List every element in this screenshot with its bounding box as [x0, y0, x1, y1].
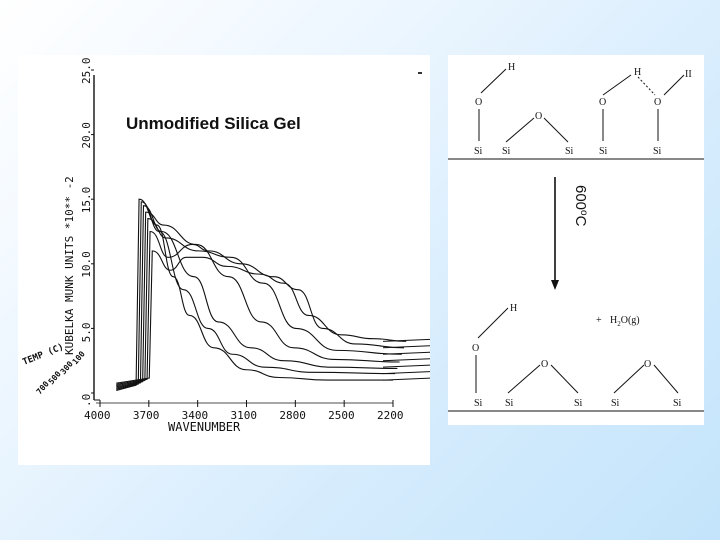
y-tick-label: .0: [80, 394, 93, 407]
curve-tail: [382, 377, 431, 381]
bottom-oxygen-1: O: [472, 343, 479, 354]
spectrum-curve-700: [116, 250, 407, 384]
bottom-si-3: Si: [574, 398, 583, 409]
y-tick-label: 25.0: [80, 58, 93, 85]
curve-tail: [382, 351, 431, 355]
x-tick-label: 3400: [182, 409, 209, 422]
x-tick-label: 2500: [328, 409, 355, 422]
x-axis-label: WAVENUMBER: [168, 420, 241, 434]
spectrum-curve-400: [116, 211, 400, 388]
top-si-1: Si: [474, 146, 483, 157]
spectrum-plot: Unmodified Silica Gel KUBELKA MUNK UNITS…: [21, 58, 431, 434]
top-hydrogen-3: II: [685, 69, 692, 80]
spectrum-curve-600: [116, 230, 405, 385]
curve-tail: [382, 364, 431, 368]
bottom-hydrogen: H: [510, 303, 517, 314]
curve-tail: [382, 358, 431, 362]
curve-tail: [382, 345, 431, 349]
plot-title: Unmodified Silica Gel: [126, 114, 301, 133]
y-tick-label: 20.0: [80, 122, 93, 149]
bottom-si-4: Si: [611, 398, 620, 409]
y-axis-label: KUBELKA MUNK UNITS *10** -2: [63, 176, 76, 355]
y-tick-label: 10.0: [80, 251, 93, 277]
spectrum-curve-300: [116, 205, 398, 389]
bottom-si-5: Si: [673, 398, 682, 409]
bottom-bonds: [448, 307, 704, 412]
spectrum-curve-500: [116, 218, 402, 387]
bottom-si-1: Si: [474, 398, 483, 409]
stray-mark: [418, 72, 422, 74]
reaction-scheme: H O Si Si O Si Si O H O II Si: [448, 55, 704, 425]
y-tick-labels: .0 5.0 10.0 15.0 20.0 25.0: [80, 58, 94, 407]
curve-tail: [382, 338, 431, 342]
x-tick-label: 3100: [231, 409, 258, 422]
top-si-4: Si: [599, 146, 608, 157]
scheme-diagram: H O Si Si O Si Si O H O II Si: [448, 62, 704, 412]
x-tick-labels: 4000 3700 3400 3100 2800 2500 2200: [84, 400, 404, 422]
top-oxygen-4: O: [654, 97, 661, 108]
spectrum-curves: [116, 198, 431, 391]
plus-sign: +: [596, 315, 602, 326]
top-hydrogen-1: H: [508, 62, 515, 73]
spectrum-curve-100: [116, 198, 393, 391]
top-oxygen-1: O: [475, 97, 482, 108]
bottom-oxygen-2: O: [541, 359, 548, 370]
y-tick-label: 15.0: [80, 187, 93, 214]
top-si-5: Si: [653, 146, 662, 157]
top-hydrogen-2: H: [634, 67, 641, 78]
bottom-oxygen-3: O: [644, 359, 651, 370]
x-tick-label: 4000: [84, 409, 111, 422]
top-oxygen-3: O: [599, 97, 606, 108]
reaction-condition: 600oC: [572, 185, 589, 227]
x-tick-label: 2200: [377, 409, 404, 422]
top-si-3: Si: [565, 146, 574, 157]
top-oxygen-2: O: [535, 111, 542, 122]
bottom-si-2: Si: [505, 398, 514, 409]
top-si-2: Si: [502, 146, 511, 157]
top-bonds: [448, 68, 704, 160]
temp-axis-label: TEMP (C): [21, 342, 65, 368]
spectrum-figure: Unmodified Silica Gel KUBELKA MUNK UNITS…: [18, 55, 431, 465]
water-product: H2O(g): [610, 315, 640, 328]
x-tick-label: 3700: [133, 409, 160, 422]
reaction-arrowhead: [551, 280, 559, 290]
curve-tail: [382, 371, 431, 375]
y-tick-label: 5.0: [80, 323, 93, 343]
x-tick-label: 2800: [279, 409, 306, 422]
